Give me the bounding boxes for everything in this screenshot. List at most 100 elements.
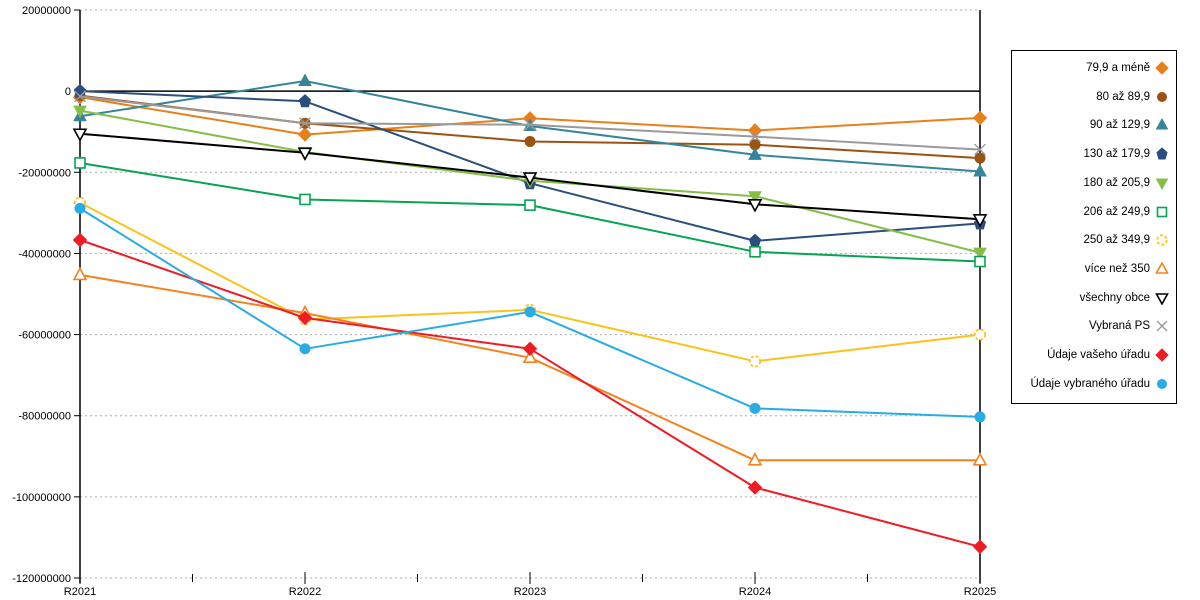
legend-label: 90 až 129,9	[1089, 119, 1150, 132]
legend-item-5: 206 až 249,9	[1016, 200, 1169, 224]
y-axis-label: -100000000	[12, 492, 71, 504]
legend-item-0: 79,9 a méně	[1016, 56, 1169, 80]
legend-item-9: Vybraná PS	[1016, 314, 1169, 338]
legend-label: 250 až 349,9	[1083, 234, 1150, 247]
legend-marker-shape-0	[1155, 61, 1169, 75]
data-point-s8-1	[297, 147, 313, 161]
series-line-7	[79, 273, 981, 462]
data-point-s0-3	[747, 123, 763, 138]
legend-item-1: 80 až 89,9	[1016, 85, 1169, 109]
legend-item-4: 180 až 205,9	[1016, 171, 1169, 195]
pentagon-marker-icon	[1156, 147, 1168, 160]
legend-label: více než 350	[1084, 263, 1150, 276]
data-point-s4-4	[973, 247, 987, 261]
series-line-10	[79, 239, 981, 548]
series-line-6	[79, 201, 981, 363]
legend-marker-shape-5	[1156, 206, 1168, 217]
legend-label: všechny obce	[1079, 291, 1150, 304]
data-point-s7-3	[747, 452, 763, 466]
data-point-s10-1	[297, 310, 313, 326]
legend-item-2: 90 až 129,9	[1016, 113, 1169, 137]
legend-item-3: 130 až 179,9	[1016, 142, 1169, 166]
legend-marker-shape-9	[1156, 320, 1168, 332]
data-point-s11-1	[299, 343, 311, 355]
legend-marker-shape-2	[1155, 118, 1169, 130]
data-point-s8-0	[72, 128, 88, 142]
data-point-s10-3	[747, 480, 763, 495]
y-axis-label: -120000000	[12, 573, 71, 585]
data-point-s9-1	[299, 117, 311, 130]
data-point-s3-1	[298, 94, 312, 108]
data-point-s11-3	[749, 402, 761, 414]
x-axis-label: R2022	[289, 586, 321, 598]
x-axis-label: R2025	[964, 586, 996, 598]
legend-label: Vybraná PS	[1089, 320, 1150, 333]
data-point-s9-4	[974, 143, 986, 156]
data-point-s5-1	[299, 193, 311, 206]
triangle-up-marker-icon	[1155, 118, 1169, 130]
data-point-s7-2	[522, 349, 538, 363]
legend-label: 180 až 205,9	[1083, 176, 1150, 189]
legend-label: Údaje vybraného úřadu	[1030, 377, 1150, 390]
diamond-marker-icon	[1155, 348, 1169, 362]
data-point-s11-4	[974, 411, 986, 423]
data-point-s5-0	[74, 157, 86, 169]
legend-marker-shape-4	[1155, 178, 1169, 190]
legend-item-11: Údaje vybraného úřadu	[1016, 372, 1169, 396]
x-axis-label: R2024	[739, 586, 771, 598]
legend-marker-shape-8	[1155, 292, 1169, 305]
data-point-s2-3	[748, 147, 762, 160]
legend-item-8: všechny obce	[1016, 286, 1169, 310]
legend-label: Údaje vašeho úřadu	[1047, 349, 1150, 362]
data-point-s3-0	[73, 83, 87, 98]
diamond-marker-icon	[1155, 61, 1169, 75]
x-axis-label: R2021	[64, 586, 96, 598]
legend-label: 130 až 179,9	[1083, 148, 1150, 161]
data-point-s11-2	[524, 306, 536, 318]
data-point-s4-0	[73, 105, 87, 119]
data-point-s1-4	[974, 152, 986, 164]
legend-item-7: více než 350	[1016, 257, 1169, 281]
square-marker-icon	[1156, 206, 1168, 217]
data-point-s7-0	[72, 266, 88, 281]
legend-marker-shape-10	[1155, 348, 1169, 362]
legend-marker-shape-3	[1156, 147, 1168, 160]
data-point-s8-3	[747, 199, 763, 213]
data-point-s0-4	[972, 110, 988, 126]
circle-marker-icon	[1157, 91, 1167, 102]
legend-marker-shape-7	[1155, 262, 1169, 274]
data-point-s2-1	[298, 73, 312, 86]
y-axis-label: 20000000	[22, 5, 71, 17]
data-point-s10-2	[522, 341, 538, 356]
data-point-s8-4	[972, 214, 988, 228]
legend-marker-shape-6	[1156, 234, 1168, 246]
data-point-s5-2	[524, 199, 536, 211]
legend-label: 80 až 89,9	[1096, 90, 1150, 103]
data-point-s10-0	[72, 232, 88, 248]
data-point-s4-3	[748, 191, 762, 204]
x-cross-marker-icon	[1156, 320, 1168, 332]
data-point-s11-0	[74, 202, 86, 214]
data-point-s8-2	[522, 172, 538, 186]
chart-legend: 79,9 a méně 80 až 89,9 90 až 129,9 130 až 1…	[1011, 50, 1177, 404]
x-axis-label: R2023	[514, 586, 546, 598]
triangle-down-marker-icon	[1155, 178, 1169, 190]
triangle-down-marker-icon	[1155, 292, 1169, 305]
circle-marker-icon	[1157, 378, 1167, 389]
y-axis-label: -80000000	[18, 411, 71, 423]
y-axis-label: 0	[65, 86, 71, 98]
data-point-s0-1	[297, 127, 313, 142]
data-point-s2-4	[973, 163, 987, 177]
data-point-s9-3	[749, 130, 761, 143]
legend-marker-shape-1	[1157, 91, 1167, 102]
data-point-s6-3	[748, 355, 762, 368]
y-axis-label: -20000000	[18, 167, 71, 179]
data-point-s5-4	[974, 255, 986, 268]
data-point-s6-4	[973, 328, 987, 341]
data-point-s1-2	[524, 135, 536, 147]
data-point-s7-4	[972, 452, 988, 466]
y-axis-label: -60000000	[18, 330, 71, 342]
triangle-up-marker-icon	[1155, 262, 1169, 274]
